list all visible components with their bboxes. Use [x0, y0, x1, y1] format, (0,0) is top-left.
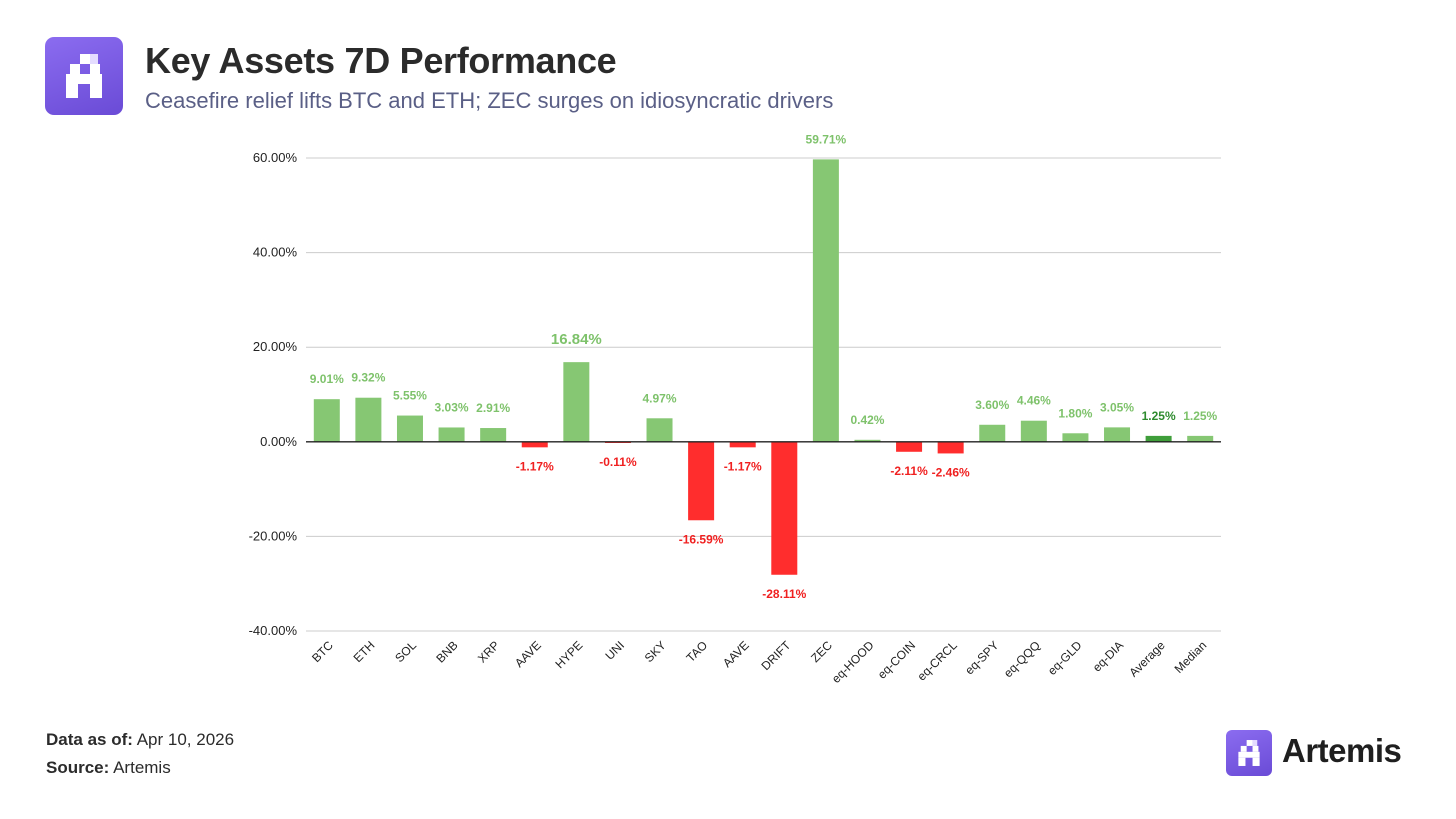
x-tick-label: Median	[1172, 638, 1210, 676]
y-tick-label: -20.00%	[249, 528, 298, 543]
source-value: Artemis	[113, 758, 171, 777]
bar-sky	[646, 418, 673, 442]
x-tick-label: eq-HOOD	[829, 638, 877, 686]
bar-eth	[355, 397, 382, 442]
bar-eq-gld	[1062, 433, 1089, 442]
brand-logo-icon	[1238, 740, 1260, 766]
source: Source: Artemis	[46, 758, 171, 778]
x-tick-label: ZEC	[808, 638, 835, 665]
data-label-eq-hood: 0.42%	[850, 413, 884, 427]
bar-bnb	[438, 427, 465, 442]
x-tick-label: TAO	[684, 638, 711, 665]
bar-aave	[521, 441, 548, 448]
data-as-of-label: Data as of:	[46, 730, 133, 749]
data-label-zec: 59.71%	[806, 132, 847, 146]
x-tick-label: AAVE	[512, 638, 544, 670]
bar-zec	[812, 159, 839, 442]
bar-median	[1187, 435, 1214, 442]
data-label-sol: 5.55%	[393, 389, 427, 403]
x-tick-label: XRP	[475, 638, 502, 665]
data-label-xrp: 2.91%	[476, 401, 510, 415]
bar-eq-coin	[896, 441, 923, 452]
data-label-aave: -1.17%	[724, 459, 762, 473]
x-tick-label: eq-CRCL	[915, 638, 960, 683]
data-labels: 9.01% 9.32% 5.55% 3.03% 2.91% -1.17% 16.84% -0.…	[310, 132, 1218, 600]
x-tick-label: eq-GLD	[1045, 638, 1085, 678]
y-axis-ticks: 60.00% 40.00% 20.00% 0.00% -20.00% -40.00%	[249, 150, 298, 638]
data-label-median: 1.25%	[1183, 409, 1217, 423]
bar-eq-qqq	[1020, 420, 1047, 442]
y-tick-label: 40.00%	[253, 245, 298, 260]
artemis-logo	[45, 37, 123, 115]
bar-eq-crcl	[937, 441, 964, 454]
x-tick-label: eq-SPY	[962, 638, 1001, 677]
data-label-drift: -28.11%	[762, 587, 806, 601]
y-tick-label: 20.00%	[253, 339, 298, 354]
bar-eq-hood	[854, 439, 881, 442]
x-tick-label: ETH	[351, 638, 378, 665]
bars	[313, 159, 1214, 575]
x-tick-label: BNB	[433, 638, 460, 665]
bar-hype	[563, 362, 590, 442]
page-subtitle: Ceasefire relief lifts BTC and ETH; ZEC …	[145, 88, 834, 113]
bar-sol	[396, 415, 423, 442]
x-tick-label: HYPE	[552, 638, 585, 671]
x-tick-label: eq-QQQ	[1001, 638, 1043, 680]
data-label-eq-coin: -2.11%	[890, 464, 928, 478]
bar-tao	[688, 441, 715, 521]
bar-drift	[771, 441, 798, 575]
data-label-aave: -1.17%	[516, 459, 554, 473]
data-label-btc: 9.01%	[310, 372, 344, 386]
source-label: Source:	[46, 758, 110, 777]
x-tick-label: UNI	[603, 638, 628, 663]
data-as-of-value: Apr 10, 2026	[136, 730, 235, 749]
data-label-average: 1.25%	[1142, 409, 1176, 423]
data-label-sky: 4.97%	[643, 391, 677, 405]
data-as-of: Data as of: Apr 10, 2026	[46, 730, 234, 750]
x-tick-label: BTC	[309, 638, 336, 665]
bar-aave	[729, 441, 756, 448]
x-tick-label: SKY	[642, 638, 669, 665]
data-label-eq-crcl: -2.46%	[932, 465, 970, 479]
brand-name: Artemis	[1282, 732, 1402, 769]
brand-logo	[1226, 730, 1272, 776]
data-label-eq-gld: 1.80%	[1058, 406, 1092, 420]
bar-xrp	[480, 428, 507, 442]
y-tick-label: 0.00%	[260, 434, 297, 449]
data-label-eq-dia: 3.05%	[1100, 400, 1134, 414]
data-label-eq-spy: 3.60%	[975, 398, 1009, 412]
data-label-hype: 16.84%	[551, 331, 602, 348]
x-tick-label: eq-COIN	[875, 638, 918, 681]
page-title: Key Assets 7D Performance	[145, 40, 617, 81]
grid-lines	[306, 157, 1221, 632]
x-tick-label: Average	[1126, 638, 1168, 680]
data-label-uni: -0.11%	[599, 455, 637, 469]
artemis-logo-icon	[66, 54, 102, 98]
data-label-bnb: 3.03%	[435, 400, 469, 414]
x-tick-label: DRIFT	[759, 638, 794, 673]
bar-btc	[313, 399, 340, 442]
y-tick-label: 60.00%	[253, 150, 298, 165]
data-label-eth: 9.32%	[351, 371, 385, 385]
x-tick-label: SOL	[392, 638, 419, 665]
data-label-tao: -16.59%	[679, 532, 724, 546]
y-tick-label: -40.00%	[249, 623, 298, 638]
bar-average	[1145, 435, 1172, 442]
x-tick-label: AAVE	[720, 638, 752, 670]
x-axis-ticks: BTC ETH SOL BNB XRP AAVE HYPE UNI SKY TAO AAVE DRIF…	[309, 638, 1209, 686]
data-label-eq-qqq: 4.46%	[1017, 394, 1051, 408]
x-tick-label: eq-DIA	[1090, 638, 1126, 674]
bar-eq-spy	[979, 424, 1006, 442]
bar-eq-dia	[1104, 427, 1131, 442]
